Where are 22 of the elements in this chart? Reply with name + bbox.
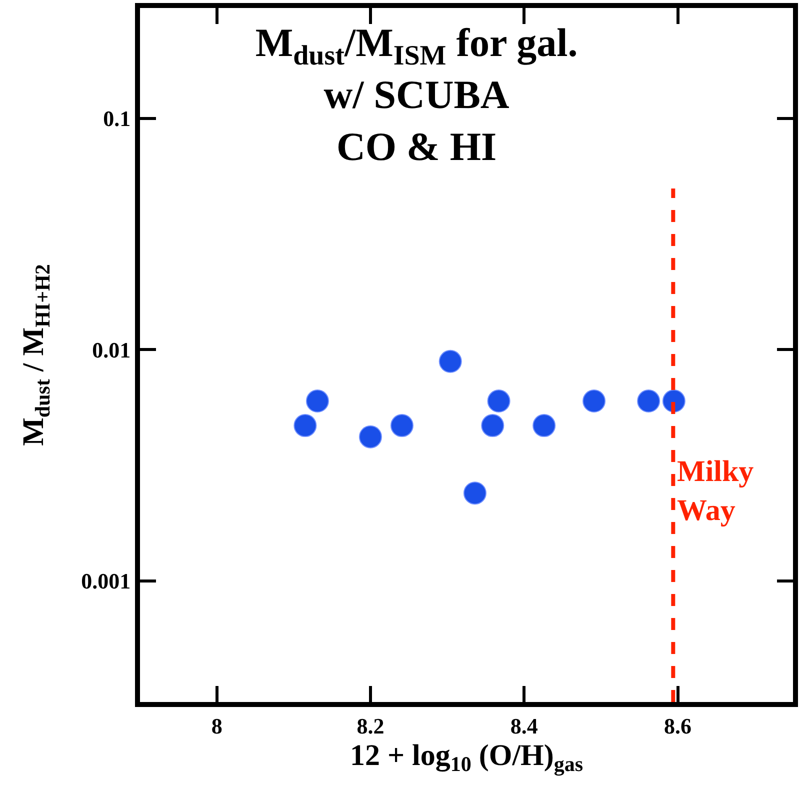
point [463, 482, 486, 505]
point [306, 390, 329, 413]
point [358, 425, 382, 448]
x-tick-label: 8.6 [664, 713, 692, 738]
x-axis-title: 12 + log$_{10}$ (O/H)$_{gas}$ [350, 738, 584, 776]
y-tick-label: 0.1 [103, 106, 131, 132]
text: M$_{dust}$/M$_{ISM}$ for gal. w/ SCUBA CO & HI [255, 20, 578, 170]
y-tick-label: 0.01 [92, 337, 131, 362]
point [481, 414, 504, 438]
x-tick-label: 8 [211, 713, 222, 738]
ref-line-label: Milky Way [677, 455, 754, 527]
point [487, 390, 510, 413]
x-tick-label: 8.4 [510, 713, 538, 738]
point [294, 414, 317, 438]
point [390, 414, 414, 438]
point [637, 390, 660, 413]
point [438, 350, 462, 373]
y-tick-label: 0.001 [81, 568, 131, 594]
x-tick-label: 8.2 [356, 713, 384, 738]
point [532, 414, 556, 438]
point [582, 390, 606, 413]
point [662, 390, 686, 413]
